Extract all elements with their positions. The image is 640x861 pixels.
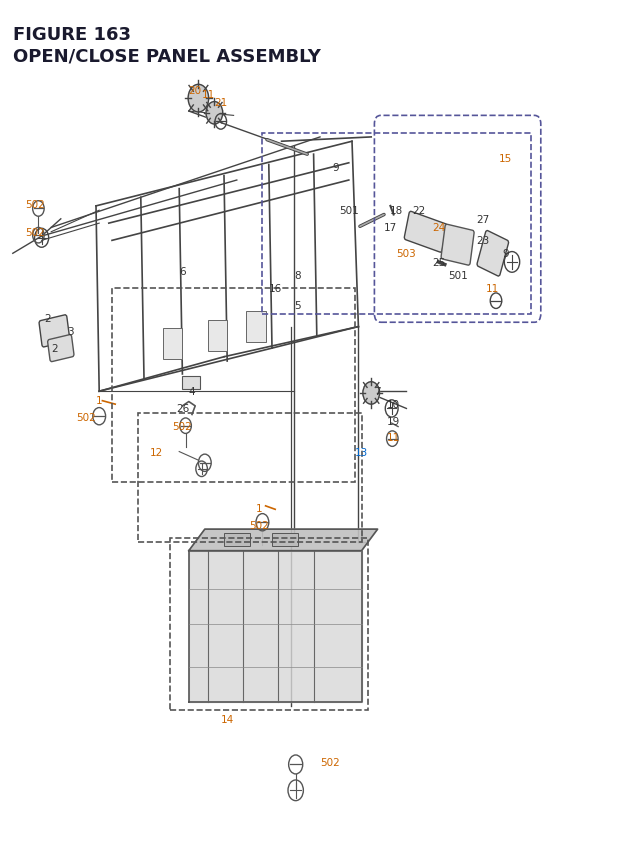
FancyBboxPatch shape xyxy=(441,225,474,266)
FancyBboxPatch shape xyxy=(272,534,298,547)
Text: 20: 20 xyxy=(189,85,202,96)
Text: OPEN/CLOSE PANEL ASSEMBLY: OPEN/CLOSE PANEL ASSEMBLY xyxy=(13,47,321,65)
Circle shape xyxy=(363,382,380,405)
FancyBboxPatch shape xyxy=(477,232,509,276)
Text: FIGURE 163: FIGURE 163 xyxy=(13,26,131,44)
Text: 3: 3 xyxy=(67,326,74,337)
Text: 7: 7 xyxy=(374,387,381,397)
Text: 17: 17 xyxy=(384,223,397,233)
Text: 501: 501 xyxy=(339,206,358,216)
Text: 21: 21 xyxy=(214,98,227,108)
FancyBboxPatch shape xyxy=(47,335,74,362)
Circle shape xyxy=(206,102,223,125)
FancyBboxPatch shape xyxy=(404,212,447,253)
Text: 15: 15 xyxy=(499,154,512,164)
Text: 10: 10 xyxy=(387,400,400,410)
Text: 14: 14 xyxy=(221,714,234,724)
Text: 11: 11 xyxy=(387,432,400,443)
Text: 6: 6 xyxy=(179,266,186,276)
FancyBboxPatch shape xyxy=(208,320,227,351)
Text: 16: 16 xyxy=(269,283,282,294)
Polygon shape xyxy=(189,551,362,702)
Text: 26: 26 xyxy=(176,404,189,414)
FancyBboxPatch shape xyxy=(224,534,250,547)
Text: 2: 2 xyxy=(51,344,58,354)
Text: 502: 502 xyxy=(173,421,192,431)
Text: 9: 9 xyxy=(502,249,509,259)
Text: 9: 9 xyxy=(333,163,339,173)
Text: 22: 22 xyxy=(413,206,426,216)
Text: 8: 8 xyxy=(294,270,301,281)
Text: 25: 25 xyxy=(432,257,445,268)
Text: 18: 18 xyxy=(390,206,403,216)
Text: 24: 24 xyxy=(432,223,445,233)
Circle shape xyxy=(188,85,209,113)
Text: 5: 5 xyxy=(294,300,301,311)
Text: 502: 502 xyxy=(320,757,339,767)
Text: 502: 502 xyxy=(250,520,269,530)
Text: 11: 11 xyxy=(486,283,499,294)
Text: 501: 501 xyxy=(448,270,467,281)
Polygon shape xyxy=(189,530,378,551)
Text: 23: 23 xyxy=(477,236,490,246)
Text: 12: 12 xyxy=(150,447,163,457)
Text: 503: 503 xyxy=(397,249,416,259)
Text: 27: 27 xyxy=(477,214,490,225)
Text: 1: 1 xyxy=(96,395,102,406)
Text: 11: 11 xyxy=(202,90,214,100)
Text: 502: 502 xyxy=(26,227,45,238)
FancyBboxPatch shape xyxy=(163,329,182,360)
FancyBboxPatch shape xyxy=(39,315,70,348)
Text: 13: 13 xyxy=(355,447,368,457)
Text: 502: 502 xyxy=(77,412,96,423)
FancyBboxPatch shape xyxy=(246,312,266,343)
Text: 19: 19 xyxy=(387,417,400,427)
FancyBboxPatch shape xyxy=(182,376,200,389)
Text: 502: 502 xyxy=(26,200,45,210)
Text: 2: 2 xyxy=(45,313,51,324)
Text: 1: 1 xyxy=(256,503,262,513)
Text: 4: 4 xyxy=(189,387,195,397)
